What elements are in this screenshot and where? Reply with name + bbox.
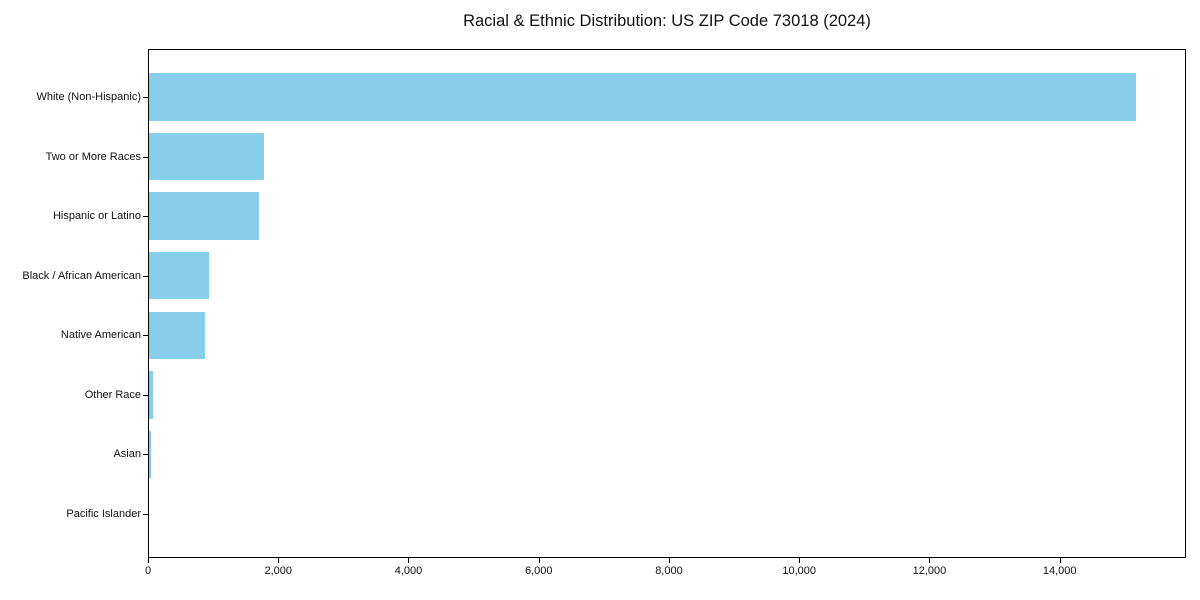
bar-other-race bbox=[149, 371, 153, 419]
y-axis-label-pacific-islander: Pacific Islander bbox=[66, 507, 141, 520]
x-tick-mark bbox=[668, 558, 670, 563]
y-axis-label-other-race: Other Race bbox=[84, 388, 141, 401]
y-axis-label-asian: Asian bbox=[113, 448, 141, 461]
bar-two-or-more-races bbox=[149, 132, 265, 181]
bar-hispanic-or-latino bbox=[149, 192, 260, 240]
x-tick-mark bbox=[799, 558, 801, 563]
x-tick-mark bbox=[1059, 558, 1061, 563]
y-tick-mark bbox=[143, 275, 148, 277]
y-tick-mark bbox=[143, 394, 148, 396]
x-tick-label-2000: 2,000 bbox=[264, 565, 292, 577]
bar-black-african-american bbox=[149, 251, 209, 300]
y-axis-label-hispanic-or-latino: Hispanic or Latino bbox=[52, 210, 141, 223]
x-tick-label-4000: 4,000 bbox=[394, 565, 423, 577]
y-tick-mark bbox=[143, 216, 148, 218]
y-tick-mark bbox=[143, 97, 148, 98]
x-tick-mark bbox=[408, 558, 410, 563]
plot-area bbox=[148, 49, 1186, 558]
x-tick-label-10000: 10,000 bbox=[782, 565, 817, 577]
x-tick-mark bbox=[929, 558, 931, 563]
x-tick-label-0: 0 bbox=[144, 565, 152, 577]
x-tick-mark bbox=[148, 558, 149, 563]
y-tick-mark bbox=[143, 454, 148, 456]
y-tick-mark bbox=[143, 335, 148, 337]
y-axis-label-white-non-hispanic: White (Non-Hispanic) bbox=[36, 91, 141, 103]
x-tick-label-8000: 8,000 bbox=[655, 565, 683, 577]
x-tick-label-6000: 6,000 bbox=[524, 565, 553, 577]
y-axis-label-native-american: Native American bbox=[60, 329, 141, 342]
bar-asian bbox=[149, 430, 151, 479]
bar-white-non-hispanic bbox=[149, 73, 1136, 121]
y-tick-mark bbox=[143, 513, 148, 515]
bar-native-american bbox=[149, 311, 206, 360]
x-tick-label-14000: 14,000 bbox=[1042, 565, 1077, 577]
chart-title: Racial & Ethnic Distribution: US ZIP Cod… bbox=[463, 12, 871, 30]
y-axis-label-two-or-more-races: Two or More Races bbox=[45, 150, 141, 163]
x-tick-mark bbox=[278, 558, 280, 563]
y-axis-label-black-african-american: Black / African American bbox=[22, 269, 141, 282]
x-tick-mark bbox=[538, 558, 540, 563]
x-tick-label-12000: 12,000 bbox=[912, 565, 947, 577]
y-tick-mark bbox=[143, 156, 148, 158]
